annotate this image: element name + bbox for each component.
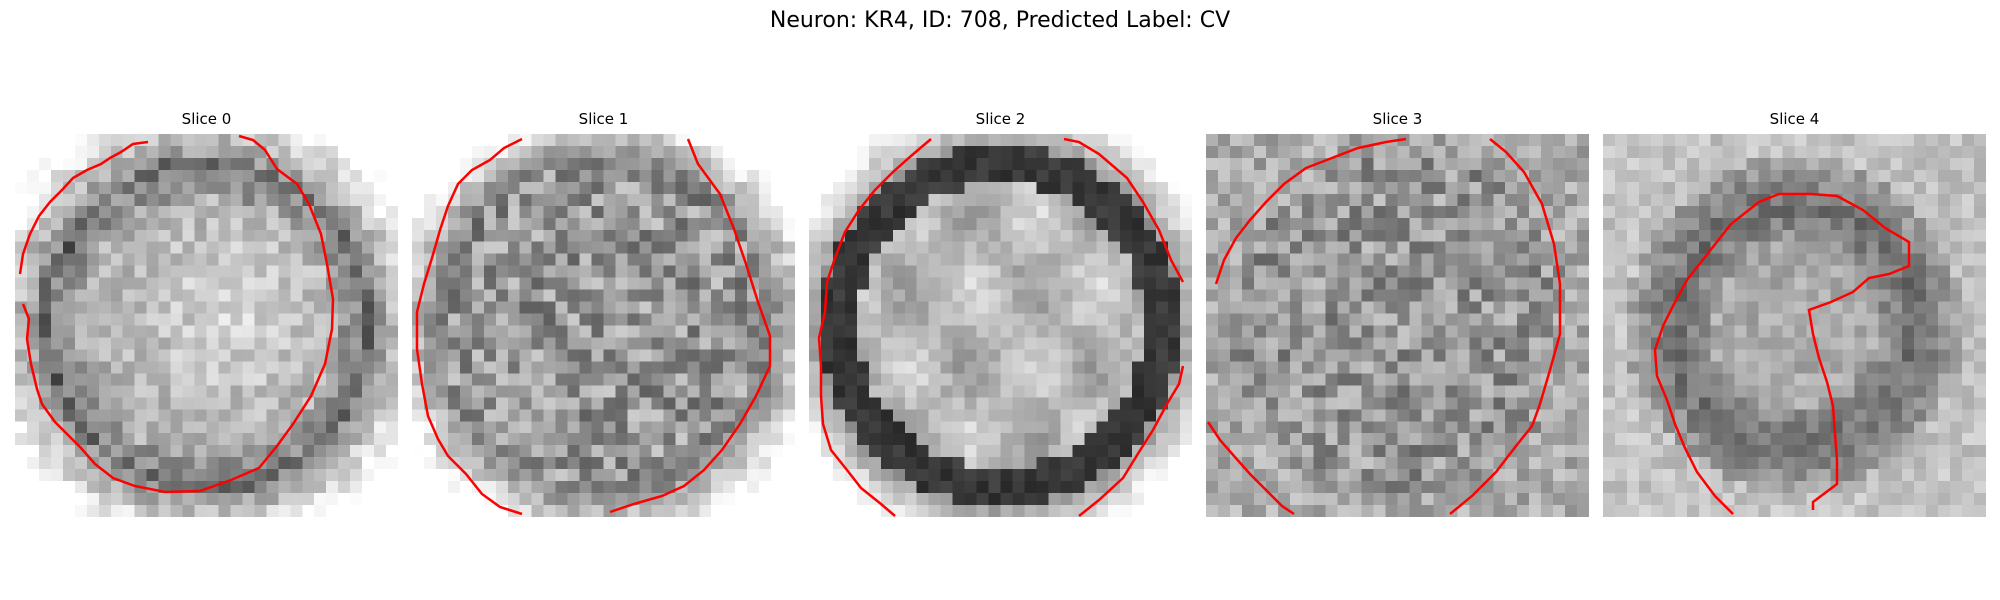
- slice-title-0: Slice 0: [181, 110, 232, 128]
- slice-raster-0: [15, 134, 398, 517]
- contour-1a: [415, 137, 523, 516]
- slice-title-4: Slice 4: [1769, 110, 1820, 128]
- contour-0b: [21, 134, 335, 494]
- contour-1b: [609, 138, 772, 514]
- contour-2b: [1078, 365, 1185, 517]
- slice-contour-2: [817, 137, 1185, 517]
- slice-title-2: Slice 2: [975, 110, 1026, 128]
- slice-image-1: [412, 134, 795, 517]
- contour-3a: [1214, 137, 1407, 285]
- figure-title: Neuron: KR4, ID: 708, Predicted Label: C…: [769, 8, 1231, 33]
- slice-title-3: Slice 3: [1372, 110, 1423, 128]
- contour-2a: [817, 138, 932, 517]
- slice-image-4: [1603, 134, 1986, 517]
- contour-0a: [18, 140, 149, 275]
- slice-contour-4: [1653, 192, 1911, 515]
- slice-contour-0: [18, 134, 335, 494]
- contour-2c: [1063, 137, 1185, 283]
- slice-image-0: [15, 134, 398, 517]
- slice-image-2: [809, 134, 1192, 517]
- slice-contour-3: [1206, 137, 1562, 516]
- slice-contour-1: [415, 137, 772, 516]
- contour-4: [1653, 192, 1911, 515]
- slice-raster-2: [809, 134, 1192, 517]
- contour-3c: [1449, 138, 1562, 515]
- slice-raster-4: [1603, 134, 1986, 517]
- slice-title-1: Slice 1: [578, 110, 629, 128]
- slice-image-3: [1206, 134, 1589, 517]
- slice-raster-1: [412, 134, 795, 517]
- contour-3b: [1206, 421, 1295, 516]
